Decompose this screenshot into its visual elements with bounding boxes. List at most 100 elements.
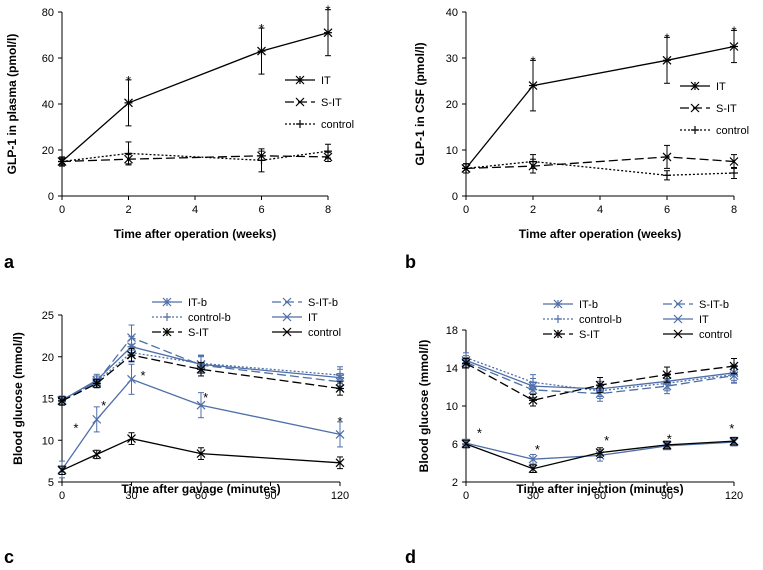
legend-label: IT	[699, 314, 709, 326]
data-point	[127, 374, 136, 384]
y-tick-label: 80	[42, 7, 54, 19]
y-tick-label: 20	[42, 352, 54, 364]
data-point	[729, 436, 739, 446]
significance-star: *	[664, 30, 669, 45]
legend-marker	[296, 120, 304, 128]
series-IT	[57, 9, 333, 167]
legend-marker	[673, 329, 683, 339]
data-point	[662, 440, 672, 450]
legend-label: S-IT-b	[308, 297, 338, 309]
x-tick-label: 30	[527, 490, 539, 502]
x-tick-label: 6	[258, 204, 264, 216]
legend-marker	[162, 327, 172, 337]
legend-marker	[691, 126, 699, 134]
series-S-IT	[461, 144, 739, 174]
x-axis-label-c: Time after gavage (minutes)	[121, 482, 280, 496]
data-point	[92, 379, 102, 388]
data-point	[663, 171, 671, 180]
y-tick-label: 15	[42, 394, 54, 406]
data-point	[595, 380, 605, 390]
data-point	[529, 378, 537, 387]
data-point	[257, 46, 266, 56]
data-point	[730, 169, 738, 177]
y-axis-label-b: GLP-1 in CSF (pmol/l)	[413, 42, 427, 165]
legend-label: S-IT	[321, 97, 342, 109]
data-point	[529, 157, 537, 166]
x-tick-label: 0	[59, 204, 65, 216]
significance-star: *	[731, 23, 736, 38]
x-tick-label: 90	[264, 490, 276, 502]
data-point	[335, 384, 345, 393]
legend-label: S-IT-b	[699, 299, 729, 311]
x-tick-label: 8	[325, 204, 331, 216]
y-axis-label-a: GLP-1 in plasma (pmol/l)	[5, 34, 19, 175]
legend-d: IT-b S-IT-b control-b IT S-IT control	[543, 299, 732, 341]
data-point	[127, 350, 136, 360]
series-control	[58, 141, 332, 173]
legend-label: S-IT	[188, 327, 209, 339]
y-tick-label: 30	[446, 53, 458, 65]
series-line	[465, 356, 735, 392]
y-tick-label: 25	[42, 310, 54, 322]
x-tick-label: 60	[594, 490, 606, 502]
x-axis-label-d: Time after injection (minutes)	[516, 482, 683, 496]
data-point	[662, 370, 672, 380]
legend-marker	[295, 75, 305, 85]
data-point	[335, 429, 345, 439]
data-point	[196, 364, 206, 374]
x-tick-label: 4	[192, 204, 198, 216]
series-S-IT	[461, 358, 739, 407]
data-point	[462, 164, 470, 173]
legend-marker	[690, 103, 700, 113]
y-tick-label: 0	[452, 191, 458, 203]
x-tick-label: 2	[125, 204, 131, 216]
legend-label: IT-b	[188, 297, 207, 309]
y-tick-label: 40	[446, 7, 458, 19]
y-tick-label: 10	[42, 435, 54, 447]
data-point	[57, 396, 67, 406]
series-control	[462, 154, 738, 181]
data-point	[196, 400, 206, 410]
legend-marker	[554, 315, 562, 323]
legend-label: IT	[321, 75, 331, 87]
x-tick-label: 90	[661, 490, 673, 502]
series-control	[57, 432, 345, 475]
legend-c: IT-b S-IT-b control-b IT S-IT control	[152, 297, 341, 339]
significance-star: *	[530, 53, 535, 68]
significance-star: *	[203, 390, 208, 405]
y-tick-label: 60	[42, 53, 54, 65]
significance-star: *	[126, 73, 131, 88]
legend-marker	[163, 313, 171, 321]
legend-b: IT S-IT control	[680, 81, 749, 137]
data-point	[729, 42, 739, 51]
x-tick-label: 30	[125, 490, 137, 502]
legend-marker	[553, 299, 563, 309]
legend-label: control-b	[579, 314, 622, 326]
legend-a: IT S-IT control	[285, 75, 354, 131]
data-point	[528, 81, 538, 91]
panel-label-c: c	[4, 547, 14, 567]
legend-label: control-b	[188, 312, 231, 324]
y-tick-label: 2	[452, 477, 458, 489]
data-point	[335, 458, 345, 468]
y-tick-label: 6	[452, 439, 458, 451]
chart-a: 0 20 40 60 80 0 2 4 6 8 Time after operation (week…	[5, 3, 354, 241]
legend-marker	[673, 299, 683, 309]
legend-label: IT	[716, 81, 726, 93]
significance-star: *	[141, 368, 146, 383]
panel-label-d: d	[405, 547, 416, 567]
x-axis-label-a: Time after operation (weeks)	[114, 227, 277, 241]
x-tick-label: 120	[725, 490, 743, 502]
legend-label: IT-b	[579, 299, 598, 311]
legend-marker	[282, 312, 292, 322]
significance-star: *	[535, 442, 540, 457]
panel-label-b: b	[405, 252, 416, 272]
y-axis-label-c: Blood glucose (mmol/l)	[11, 332, 25, 465]
legend-marker	[295, 97, 305, 107]
significance-star: *	[337, 414, 342, 429]
legend-label: S-IT	[716, 103, 737, 115]
legend-marker	[162, 297, 172, 307]
data-point	[461, 439, 471, 449]
